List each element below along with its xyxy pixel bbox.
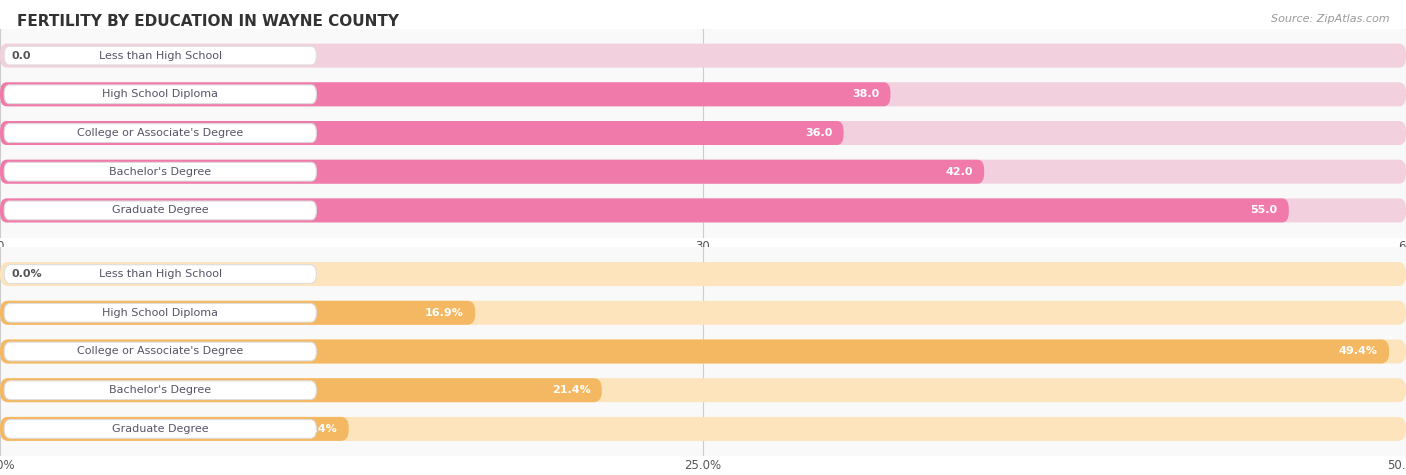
Text: 0.0%: 0.0% xyxy=(11,269,42,279)
FancyBboxPatch shape xyxy=(0,199,1406,222)
Text: High School Diploma: High School Diploma xyxy=(103,89,218,99)
Text: Less than High School: Less than High School xyxy=(98,269,222,279)
Text: Bachelor's Degree: Bachelor's Degree xyxy=(110,167,211,177)
Text: 42.0: 42.0 xyxy=(945,167,973,177)
FancyBboxPatch shape xyxy=(0,417,349,441)
FancyBboxPatch shape xyxy=(0,160,1406,184)
Text: College or Associate's Degree: College or Associate's Degree xyxy=(77,128,243,138)
FancyBboxPatch shape xyxy=(4,342,316,361)
Text: Bachelor's Degree: Bachelor's Degree xyxy=(110,385,211,395)
FancyBboxPatch shape xyxy=(0,262,1406,286)
FancyBboxPatch shape xyxy=(0,121,1406,145)
FancyBboxPatch shape xyxy=(0,82,1406,106)
FancyBboxPatch shape xyxy=(4,419,316,438)
Text: 55.0: 55.0 xyxy=(1250,205,1278,215)
FancyBboxPatch shape xyxy=(4,201,316,220)
FancyBboxPatch shape xyxy=(0,417,1406,441)
FancyBboxPatch shape xyxy=(0,121,844,145)
FancyBboxPatch shape xyxy=(0,340,1406,363)
Text: 12.4%: 12.4% xyxy=(298,424,337,434)
FancyBboxPatch shape xyxy=(4,304,316,322)
Text: 49.4%: 49.4% xyxy=(1339,346,1378,357)
FancyBboxPatch shape xyxy=(0,340,1389,363)
Text: 36.0: 36.0 xyxy=(806,128,832,138)
Text: Graduate Degree: Graduate Degree xyxy=(112,205,208,215)
FancyBboxPatch shape xyxy=(4,265,316,284)
Text: 21.4%: 21.4% xyxy=(551,385,591,395)
Text: 0.0: 0.0 xyxy=(11,51,31,61)
FancyBboxPatch shape xyxy=(0,301,475,325)
FancyBboxPatch shape xyxy=(0,378,1406,402)
FancyBboxPatch shape xyxy=(0,199,1289,222)
FancyBboxPatch shape xyxy=(4,162,316,181)
FancyBboxPatch shape xyxy=(0,82,890,106)
Text: 38.0: 38.0 xyxy=(852,89,879,99)
FancyBboxPatch shape xyxy=(4,85,316,104)
Text: Source: ZipAtlas.com: Source: ZipAtlas.com xyxy=(1271,14,1389,24)
FancyBboxPatch shape xyxy=(0,44,1406,67)
Text: Less than High School: Less than High School xyxy=(98,51,222,61)
Text: High School Diploma: High School Diploma xyxy=(103,308,218,318)
FancyBboxPatch shape xyxy=(4,124,316,142)
Text: College or Associate's Degree: College or Associate's Degree xyxy=(77,346,243,357)
FancyBboxPatch shape xyxy=(0,301,1406,325)
FancyBboxPatch shape xyxy=(4,381,316,399)
Text: 16.9%: 16.9% xyxy=(425,308,464,318)
FancyBboxPatch shape xyxy=(0,378,602,402)
FancyBboxPatch shape xyxy=(4,46,316,65)
FancyBboxPatch shape xyxy=(0,160,984,184)
Text: FERTILITY BY EDUCATION IN WAYNE COUNTY: FERTILITY BY EDUCATION IN WAYNE COUNTY xyxy=(17,14,399,29)
Text: Graduate Degree: Graduate Degree xyxy=(112,424,208,434)
